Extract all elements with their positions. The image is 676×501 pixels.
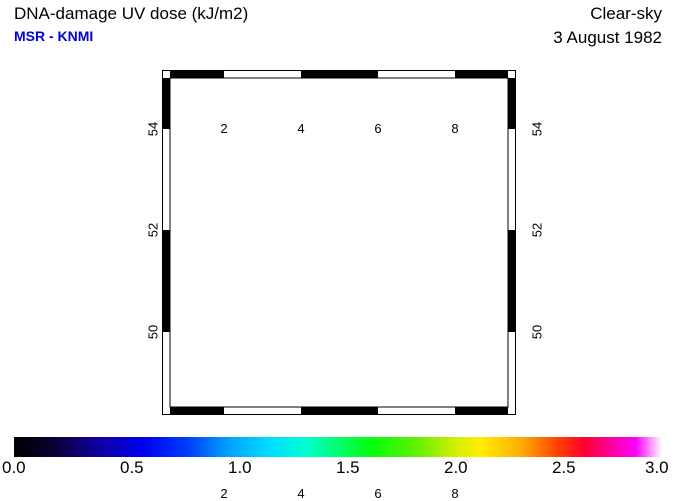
page-title: DNA-damage UV dose (kJ/m2) (14, 4, 249, 23)
colorbar-tick-labels: 0.0 0.5 1.0 1.5 2.0 2.5 3.0 (0, 458, 676, 480)
sky-condition-label: Clear-sky (590, 4, 662, 23)
lon-tick-top-4: 4 (297, 121, 305, 136)
lat-tick-right-54: 54 (529, 121, 545, 137)
cb-tick-5: 2.5 (552, 458, 576, 477)
lon-tick-top-6: 6 (374, 121, 382, 136)
lat-tick-right-50: 50 (529, 324, 545, 340)
colorbar-gradient (14, 437, 662, 457)
date-label: 3 August 1982 (553, 28, 662, 47)
lat-tick-left-54: 54 (145, 121, 161, 137)
cb-tick-2: 1.0 (228, 458, 252, 477)
cb-tick-3: 1.5 (336, 458, 360, 477)
lat-tick-left-52: 52 (145, 222, 161, 238)
uv-dose-map (162, 70, 516, 415)
cb-tick-1: 0.5 (120, 458, 144, 477)
colorbar (14, 437, 662, 457)
map-panel: 2 4 6 8 2 4 6 8 54 52 50 54 52 50 (146, 70, 545, 500)
cb-tick-4: 2.0 (444, 458, 468, 477)
lon-tick-bottom-6: 6 (374, 486, 382, 501)
institute-label: MSR - KNMI (14, 28, 94, 44)
lon-tick-top-8: 8 (451, 121, 459, 136)
lon-tick-top-2: 2 (220, 121, 228, 136)
cb-tick-0: 0.0 (2, 458, 26, 477)
cb-tick-6: 3.0 (645, 458, 669, 477)
lon-tick-bottom-4: 4 (297, 486, 305, 501)
lon-tick-bottom-8: 8 (451, 486, 459, 501)
lat-tick-left-50: 50 (145, 324, 161, 340)
lon-tick-bottom-2: 2 (220, 486, 228, 501)
lat-tick-right-52: 52 (529, 222, 545, 238)
